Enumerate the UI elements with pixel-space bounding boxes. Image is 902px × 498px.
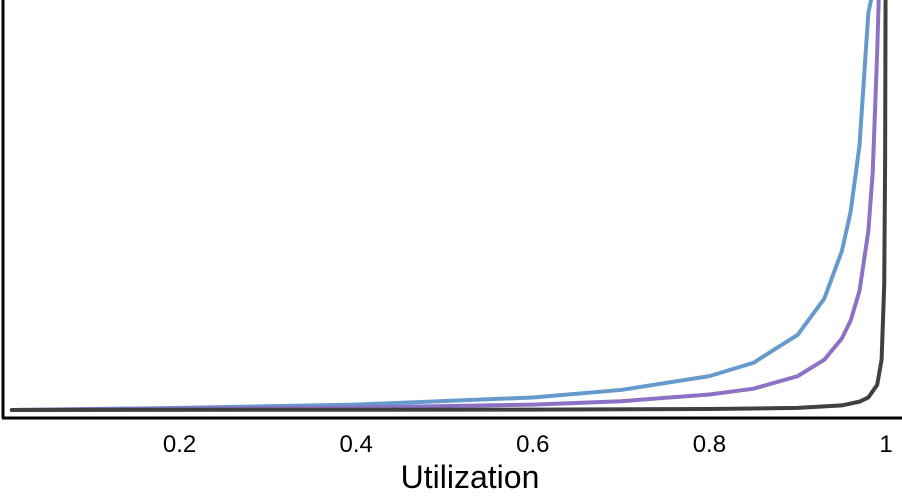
series-line-2	[9, 0, 881, 412]
series-lines	[9, 0, 888, 412]
x-tick-label: 0.8	[693, 431, 726, 458]
x-tick-label: 0.2	[163, 431, 196, 458]
x-axis-label: Utilization	[401, 459, 540, 495]
series-line-3	[9, 0, 888, 412]
x-tick-label: 0.4	[340, 431, 373, 458]
x-tick-labels: 0.2 0.4 0.6 0.8 1	[163, 431, 893, 458]
series-line-1	[9, 0, 874, 412]
x-tick-label: 0.6	[516, 431, 549, 458]
x-tick-label: 1	[879, 431, 892, 458]
